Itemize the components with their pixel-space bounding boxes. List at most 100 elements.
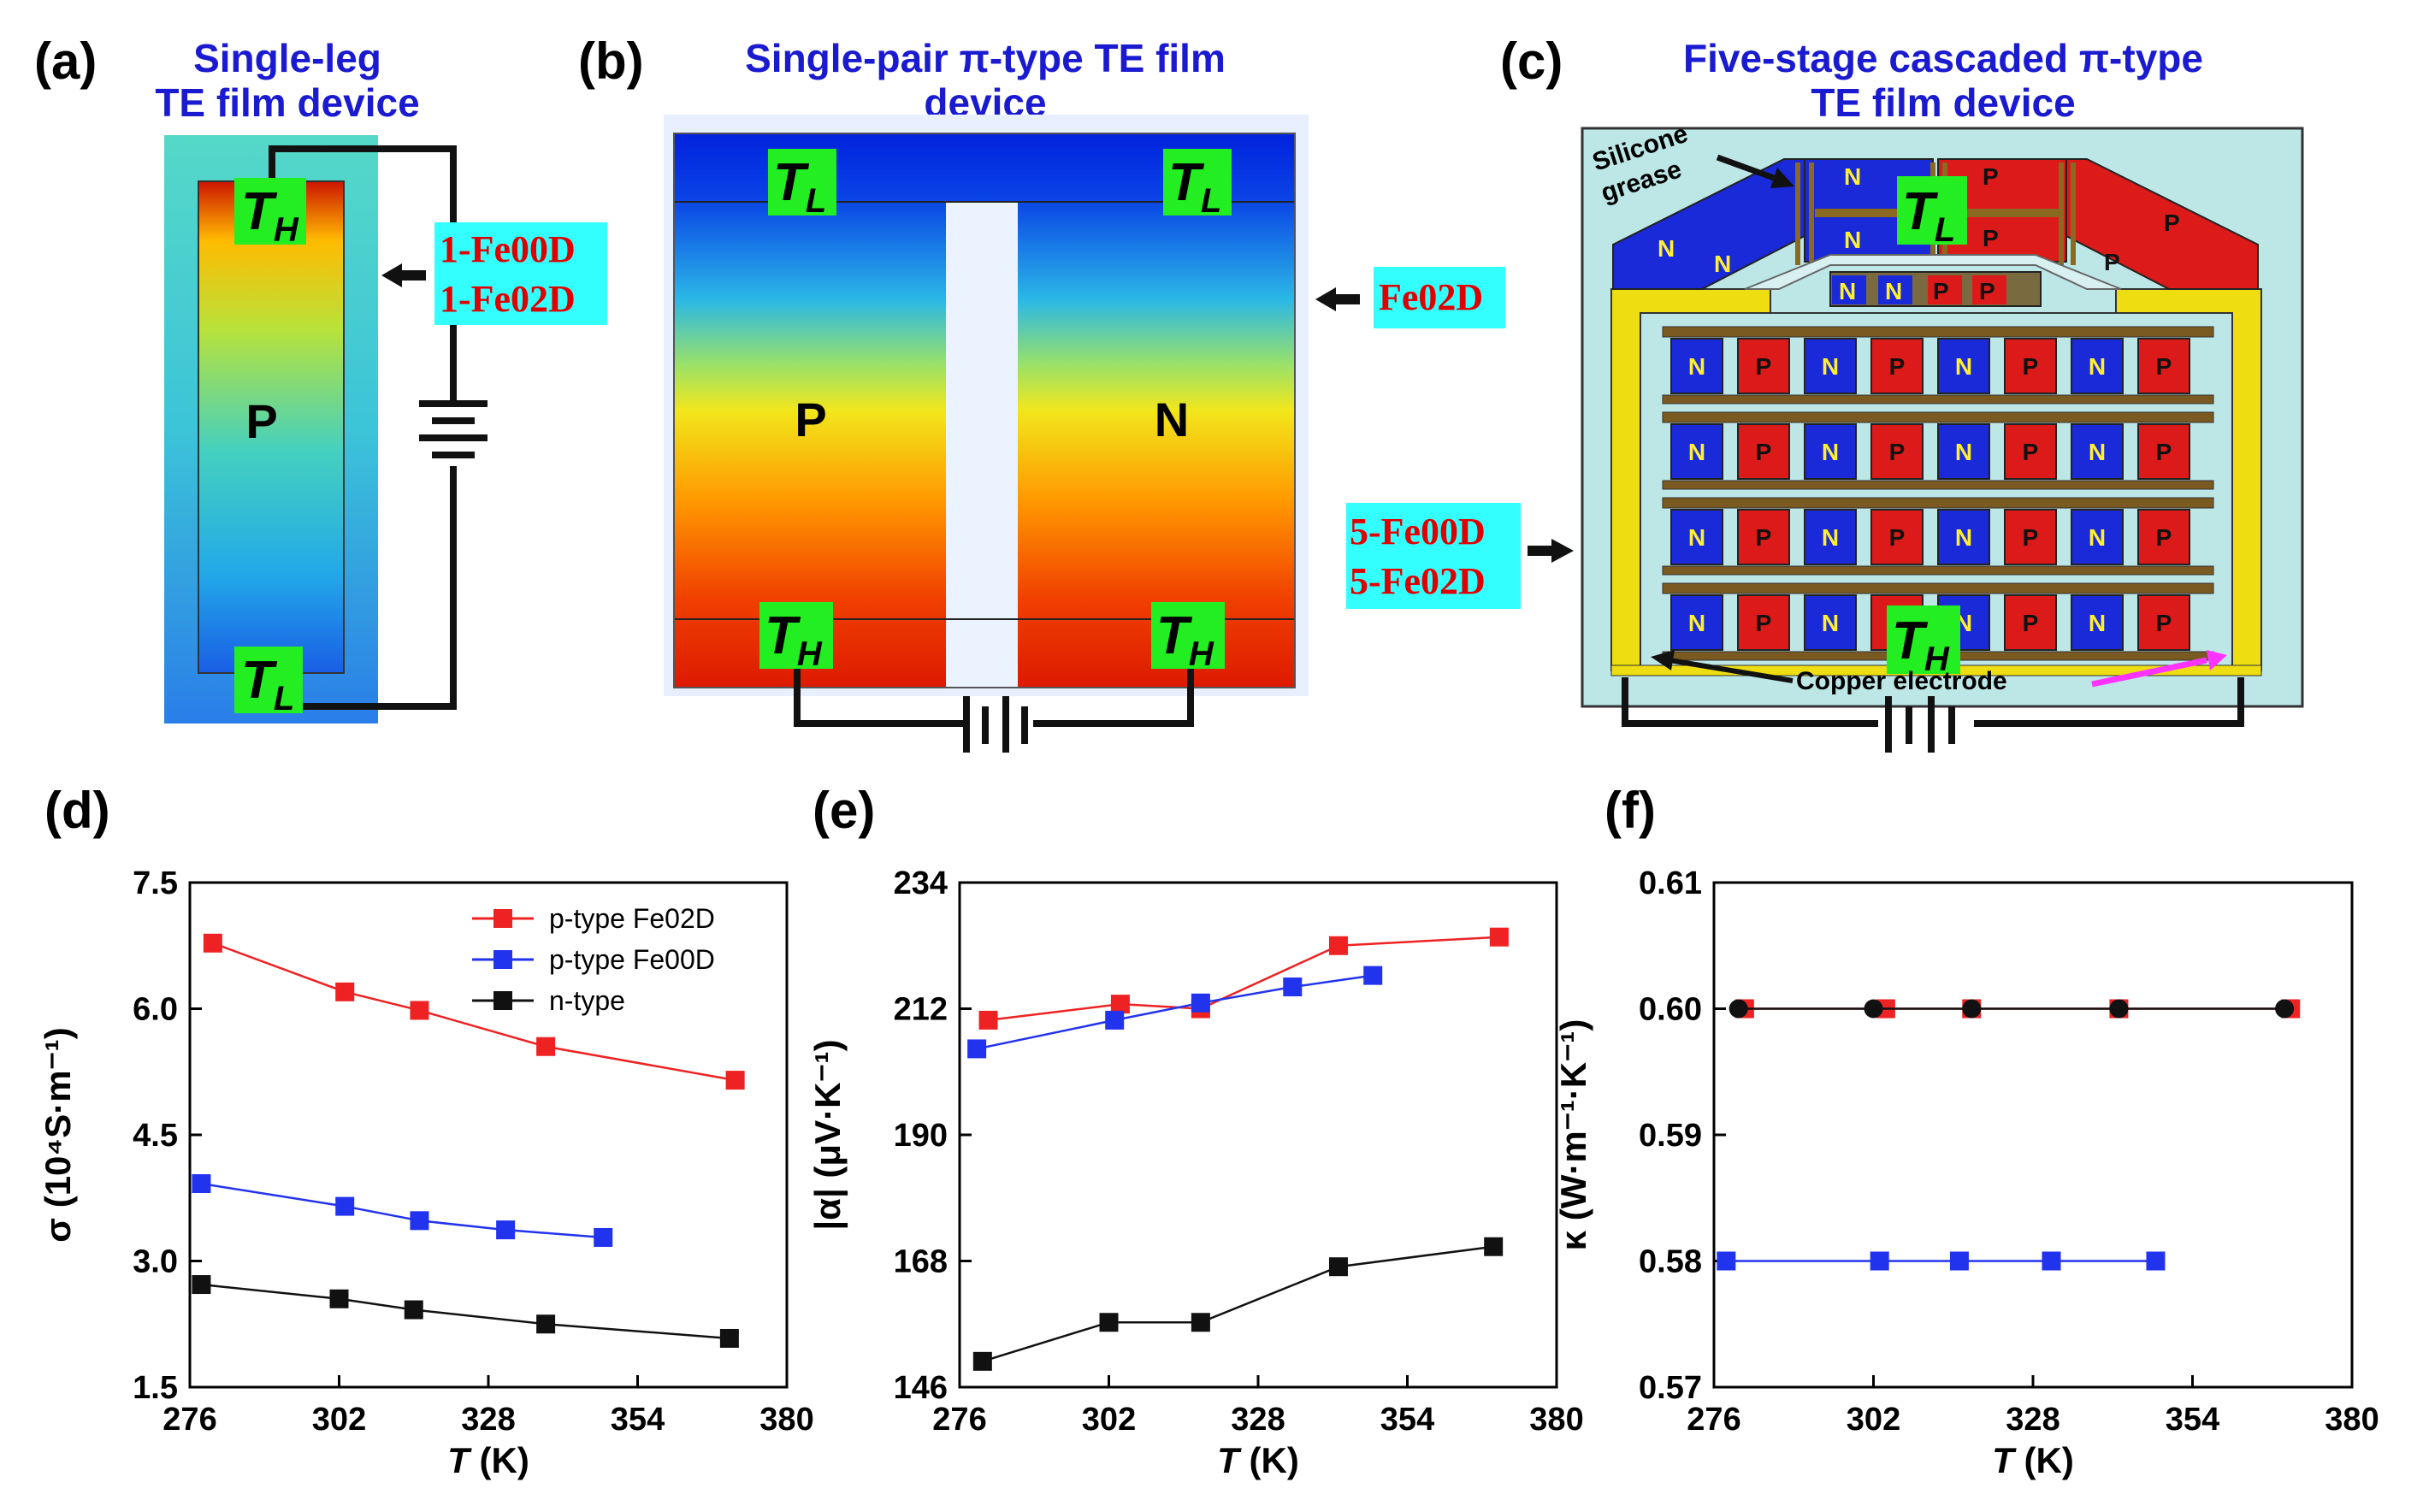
hot-symbol: T: [241, 182, 278, 241]
chart-e: 276 302 328 354 380 146 168 190 212 234 T (K) |α| (…: [807, 865, 1584, 1480]
data-point: [410, 1001, 429, 1020]
arrow-left-icon: [1315, 287, 1360, 311]
x-tick-label: 276: [1687, 1402, 1740, 1438]
x-tick-label: 302: [312, 1402, 366, 1438]
n-char: N: [1688, 353, 1705, 380]
p-char: P: [2023, 610, 2039, 636]
p-leg: [1870, 423, 1924, 480]
circuit-wire-b: [794, 669, 1194, 727]
n-char: N: [1955, 439, 1972, 465]
cold-temp-box-b-left: TL: [768, 149, 836, 220]
x-axis-unit: (K): [470, 1440, 529, 1480]
p-char: P: [1933, 278, 1949, 304]
y-tick-label: 4.5: [133, 1118, 178, 1154]
y-tick-label: 168: [894, 1244, 948, 1280]
data-point: [1191, 993, 1210, 1013]
series-line: [982, 1245, 1494, 1363]
n-leg: [1937, 338, 1990, 394]
chart-d: 276 302 328 354 380 1.5 3.0 4.5 6.0 7.5 T (K) σ (10…: [38, 865, 814, 1480]
data-point: [1283, 977, 1303, 997]
n-char: N: [1658, 235, 1675, 262]
panel-a-title-line1: Single-leg: [193, 36, 381, 80]
copper-bar: [1662, 565, 2214, 576]
n-char: N: [1844, 227, 1861, 253]
data-point: [1864, 999, 1883, 1019]
hot-temp-box-a: TH: [234, 178, 306, 249]
data-point: [1949, 1251, 1969, 1271]
x-axis-label: T (K): [447, 1440, 529, 1480]
y-tick-label: 7.5: [133, 865, 178, 901]
p-leg: [2137, 594, 2190, 651]
data-point: [329, 1289, 349, 1308]
n-char: N: [1822, 610, 1839, 636]
n-char: N: [1822, 524, 1839, 551]
material-label-box-c: [1346, 503, 1521, 609]
battery-icon: [963, 696, 1028, 753]
data-point: [2109, 999, 2129, 1019]
n-char: N: [2089, 439, 2106, 465]
data-point: [2146, 1251, 2166, 1271]
cold-temp-box-b-right: TL: [1163, 149, 1232, 220]
material-label-5fe02d: 5-Fe02D: [1350, 560, 1486, 602]
p-char: P: [2023, 524, 2039, 551]
n-leg: [2071, 338, 2124, 394]
data-point: [1729, 999, 1748, 1019]
data-point: [192, 1275, 211, 1295]
y-axis-label: |α| (μV·K⁻¹): [807, 1039, 848, 1230]
p-char: P: [2156, 610, 2172, 636]
svg-text:TH: TH: [1156, 606, 1214, 673]
n-leg: [1804, 338, 1857, 394]
data-point: [1110, 995, 1130, 1014]
series-line: [201, 1182, 604, 1239]
material-label-1fe02d: 1-Fe02D: [440, 278, 576, 320]
panel-a-title-line2: TE film device: [155, 80, 419, 125]
material-label-1fe00d: 1-Fe00D: [440, 228, 576, 270]
data-point: [1328, 936, 1348, 955]
panel-b-label: (b): [578, 32, 644, 90]
panel-c-label: (c): [1500, 32, 1563, 90]
data-point: [1870, 1251, 1889, 1271]
series-line: [976, 974, 1374, 1050]
x-axis-unit: (K): [1239, 1440, 1299, 1480]
data-point: [335, 982, 355, 1001]
p-char: P: [2156, 439, 2172, 465]
n-leg: [1670, 509, 1723, 565]
data-point: [2042, 1251, 2061, 1271]
n-leg-label-b: N: [1155, 393, 1189, 446]
n-leg: [1670, 594, 1723, 651]
p-char: P: [2023, 353, 2039, 380]
y-tick-label: 234: [894, 865, 948, 901]
p-leg-element: [198, 180, 345, 674]
material-label-fe02d: Fe02D: [1379, 276, 1483, 318]
p-leg: [2004, 338, 2057, 394]
svg-text:TL: TL: [1902, 182, 1955, 249]
cold-sub: L: [274, 680, 294, 718]
n-leg: [1937, 423, 1990, 480]
p-char: P: [1756, 610, 1772, 636]
p-char: P: [1889, 524, 1906, 551]
arrow-right-icon: [2091, 650, 2227, 688]
hot-temp-box-b-right: TH: [1151, 602, 1225, 673]
svg-text:TL: TL: [773, 153, 826, 220]
p-char: P: [1756, 524, 1772, 551]
p-char: P: [1756, 353, 1772, 380]
data-point: [1363, 966, 1383, 985]
y-tick-label: 0.61: [1639, 865, 1702, 901]
panel-b: (b) Single-pair π-type TE film device P …: [578, 32, 1505, 753]
svg-text:TL: TL: [241, 651, 294, 718]
x-tick-label: 276: [163, 1402, 216, 1438]
data-point: [203, 933, 222, 953]
p-leg: [1737, 509, 1790, 565]
p-char: P: [2164, 210, 2180, 236]
y-tick-label: 0.57: [1639, 1370, 1702, 1406]
y-tick-label: 1.5: [133, 1370, 178, 1406]
battery-icon: [419, 400, 488, 458]
p-leg: [1737, 423, 1790, 480]
p-leg-label-b: P: [795, 393, 826, 446]
arrow-right-icon: [1528, 539, 1574, 563]
y-axis-label: κ (W·m⁻¹·K⁻¹): [1553, 1019, 1593, 1251]
n-char: N: [2089, 524, 2106, 551]
hot-sub: H: [274, 211, 299, 249]
x-tick-label: 354: [2166, 1402, 2219, 1438]
